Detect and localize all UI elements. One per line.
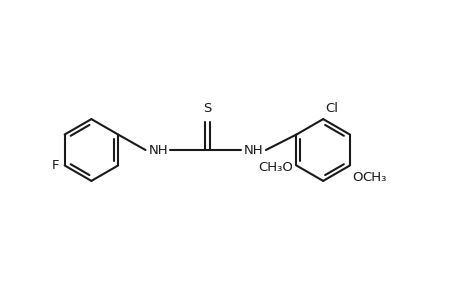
Text: NH: NH (148, 143, 168, 157)
Text: S: S (203, 102, 211, 115)
Text: CH₃O: CH₃O (257, 161, 292, 174)
Text: CH₃: CH₃ (362, 171, 386, 184)
Text: NH: NH (243, 143, 263, 157)
Text: Cl: Cl (325, 103, 338, 116)
Text: O: O (352, 171, 362, 184)
Text: F: F (51, 159, 59, 172)
